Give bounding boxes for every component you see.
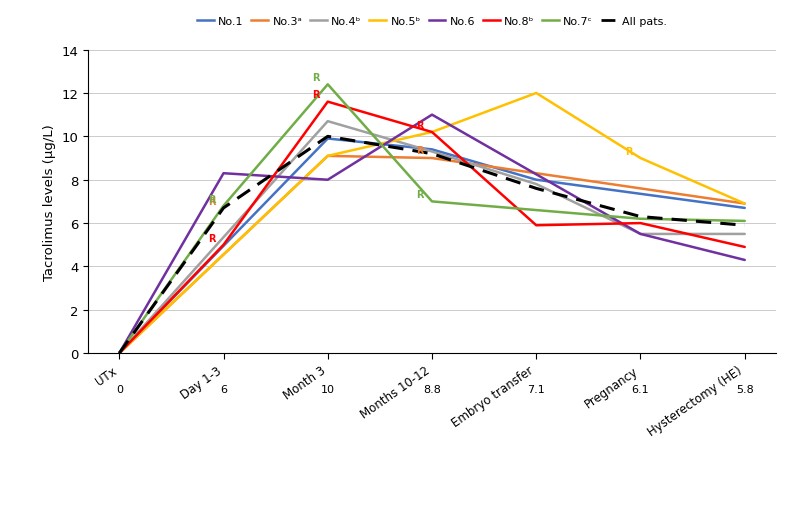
Text: 8.8: 8.8 bbox=[423, 384, 441, 394]
Text: 5.8: 5.8 bbox=[736, 384, 754, 394]
Legend: No.1, No.3ᵃ, No.4ᵇ, No.5ᵇ, No.6, No.8ᵇ, No.7ᶜ, All pats.: No.1, No.3ᵃ, No.4ᵇ, No.5ᵇ, No.6, No.8ᵇ, … bbox=[197, 17, 667, 27]
Text: R: R bbox=[416, 190, 424, 200]
Text: R: R bbox=[312, 90, 319, 100]
Text: 6.1: 6.1 bbox=[632, 384, 650, 394]
Text: R: R bbox=[208, 233, 215, 243]
Text: R: R bbox=[625, 146, 632, 157]
Text: 6: 6 bbox=[220, 384, 227, 394]
Text: R: R bbox=[208, 194, 215, 204]
Y-axis label: Tacrolimus levels (µg/L): Tacrolimus levels (µg/L) bbox=[42, 124, 56, 280]
Text: 7.1: 7.1 bbox=[527, 384, 545, 394]
Text: R: R bbox=[416, 145, 424, 156]
Text: 10: 10 bbox=[321, 384, 334, 394]
Text: R: R bbox=[312, 73, 319, 83]
Text: R: R bbox=[416, 121, 424, 131]
Text: R: R bbox=[208, 196, 215, 207]
Text: 0: 0 bbox=[116, 384, 122, 394]
